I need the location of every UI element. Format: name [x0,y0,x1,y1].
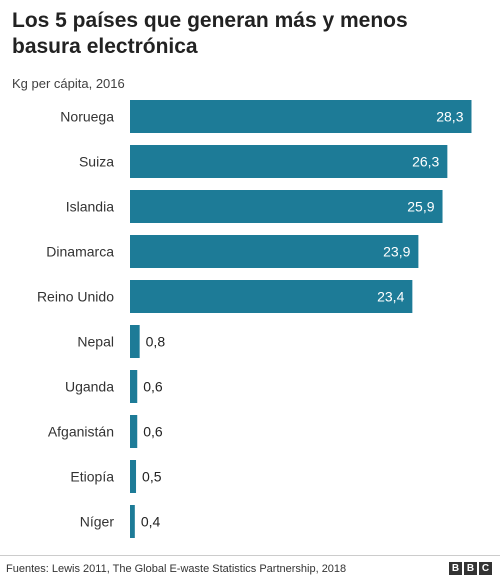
value-label: 0,4 [141,514,161,530]
category-label: Islandia [66,199,114,215]
bar [130,235,419,268]
bbc-logo: B B C [449,562,492,575]
bar [130,460,137,493]
bar [130,280,413,313]
value-label: 0,5 [142,469,162,485]
value-label: 26,3 [412,154,439,170]
bbc-logo-letter: C [479,562,492,575]
category-label: Reino Unido [37,289,114,305]
source-note: Fuentes: Lewis 2011, The Global E-waste … [6,563,347,575]
value-label: 28,3 [436,109,463,125]
bar-chart: Noruega 28,3 Suiza 26,3 Islandia 25,9 Dinamarc… [37,100,472,538]
category-label: Níger [80,514,115,530]
value-label: 0,6 [143,379,163,395]
bar [130,505,135,538]
bar [130,190,443,223]
bbc-logo-letter: B [464,562,477,575]
footer-divider [0,555,500,556]
chart-title: Los 5 países que generan más y menos bas… [12,9,408,58]
bar [130,415,138,448]
category-label: Suiza [79,154,114,170]
bar [130,145,448,178]
bbc-logo-letter: B [449,562,462,575]
category-label: Noruega [60,109,114,125]
category-label: Uganda [65,379,114,395]
value-label: 0,6 [143,424,163,440]
chart-subtitle: Kg per cápita, 2016 [12,76,125,91]
value-label: 25,9 [407,199,434,215]
category-label: Dinamarca [46,244,114,260]
category-label: Etiopía [70,469,114,485]
category-label: Afganistán [48,424,114,440]
value-label: 23,9 [383,244,410,260]
bar [130,100,472,133]
bar [130,325,140,358]
bar [130,370,138,403]
category-label: Nepal [77,334,114,350]
value-label: 23,4 [377,289,404,305]
value-label: 0,8 [146,334,166,350]
